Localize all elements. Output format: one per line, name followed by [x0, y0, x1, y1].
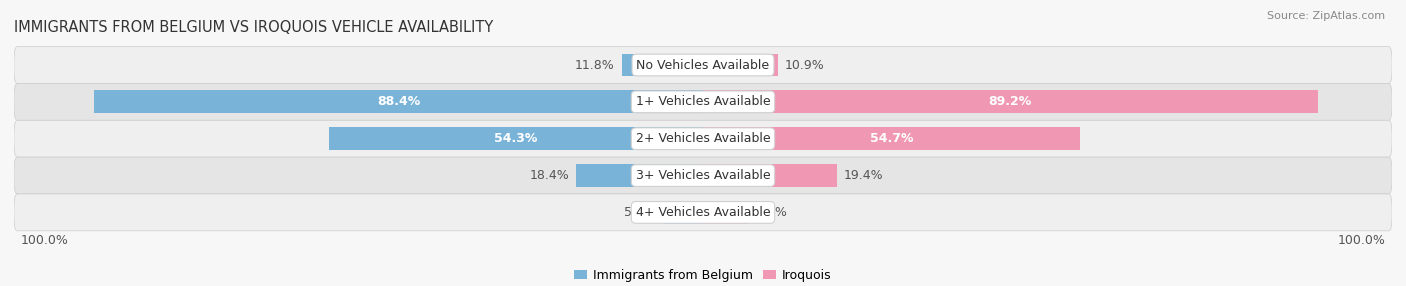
Text: IMMIGRANTS FROM BELGIUM VS IROQUOIS VEHICLE AVAILABILITY: IMMIGRANTS FROM BELGIUM VS IROQUOIS VEHI… — [14, 20, 494, 35]
Text: 100.0%: 100.0% — [1337, 234, 1385, 247]
Bar — [576, 164, 703, 187]
Text: 100.0%: 100.0% — [21, 234, 69, 247]
Bar — [621, 53, 703, 76]
FancyBboxPatch shape — [14, 84, 1392, 120]
Text: No Vehicles Available: No Vehicles Available — [637, 59, 769, 72]
Bar — [703, 201, 748, 224]
Text: 1+ Vehicles Available: 1+ Vehicles Available — [636, 95, 770, 108]
Text: 89.2%: 89.2% — [988, 95, 1032, 108]
Bar — [664, 201, 703, 224]
Text: 6.5%: 6.5% — [755, 206, 786, 219]
Text: 5.8%: 5.8% — [624, 206, 657, 219]
Text: 18.4%: 18.4% — [530, 169, 569, 182]
FancyBboxPatch shape — [14, 47, 1392, 84]
Text: Source: ZipAtlas.com: Source: ZipAtlas.com — [1267, 11, 1385, 21]
Bar — [703, 53, 778, 76]
Text: 11.8%: 11.8% — [575, 59, 614, 72]
Text: 2+ Vehicles Available: 2+ Vehicles Available — [636, 132, 770, 145]
FancyBboxPatch shape — [14, 194, 1392, 231]
Bar — [329, 127, 703, 150]
Bar — [703, 164, 837, 187]
Text: 54.7%: 54.7% — [870, 132, 912, 145]
FancyBboxPatch shape — [14, 157, 1392, 194]
FancyBboxPatch shape — [14, 120, 1392, 157]
Text: 54.3%: 54.3% — [495, 132, 537, 145]
Text: 19.4%: 19.4% — [844, 169, 883, 182]
Text: 4+ Vehicles Available: 4+ Vehicles Available — [636, 206, 770, 219]
Legend: Immigrants from Belgium, Iroquois: Immigrants from Belgium, Iroquois — [575, 269, 831, 282]
Bar — [703, 127, 1080, 150]
Text: 10.9%: 10.9% — [785, 59, 825, 72]
Text: 3+ Vehicles Available: 3+ Vehicles Available — [636, 169, 770, 182]
Bar — [703, 90, 1317, 113]
Text: 88.4%: 88.4% — [377, 95, 420, 108]
Bar — [94, 90, 703, 113]
